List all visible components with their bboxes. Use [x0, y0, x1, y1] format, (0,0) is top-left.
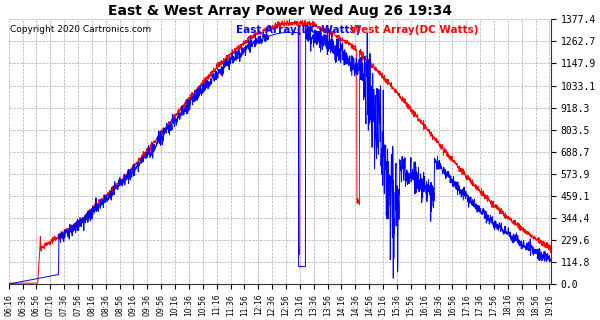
Text: West Array(DC Watts): West Array(DC Watts) — [350, 25, 479, 35]
Text: East Array(DC Watts): East Array(DC Watts) — [236, 25, 361, 35]
Title: East & West Array Power Wed Aug 26 19:34: East & West Array Power Wed Aug 26 19:34 — [108, 4, 452, 18]
Text: Copyright 2020 Cartronics.com: Copyright 2020 Cartronics.com — [10, 25, 151, 34]
